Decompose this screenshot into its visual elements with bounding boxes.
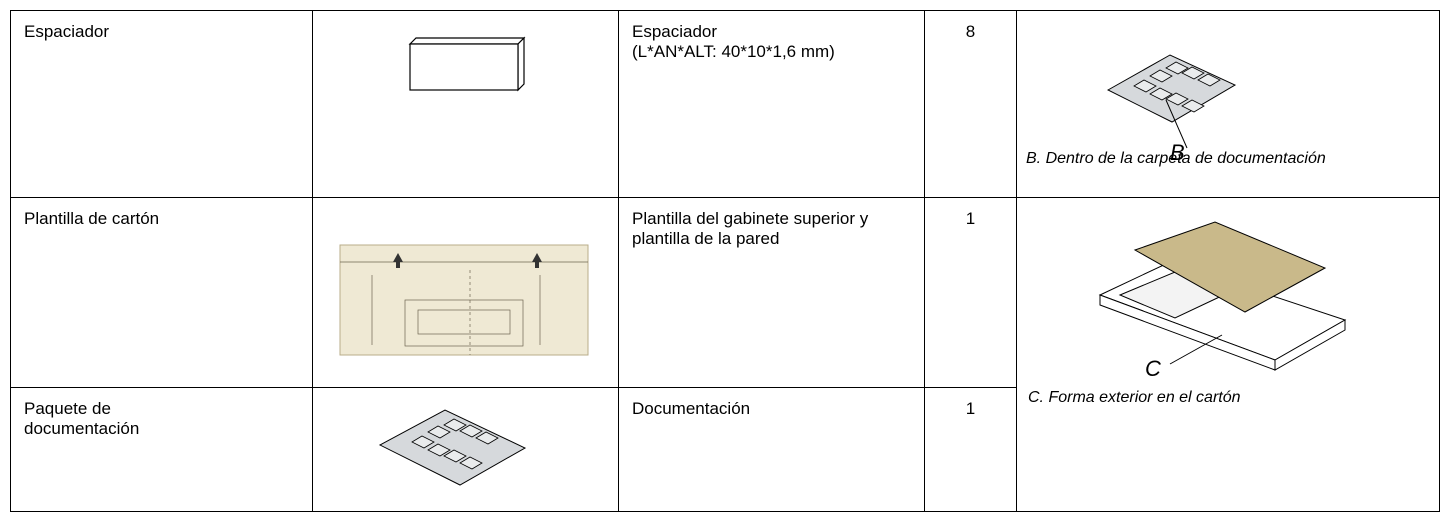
callout-letter: C: [1145, 356, 1161, 381]
image-cell: [312, 387, 619, 512]
quantity-cell: 8: [924, 10, 1017, 198]
name-cell: Plantilla de cartón: [10, 197, 313, 388]
text: Espaciador: [24, 22, 110, 41]
quantity-cell: 1: [924, 387, 1017, 512]
text: Espaciador: [632, 22, 718, 41]
quantity-cell: 1: [924, 197, 1017, 388]
text: 1: [965, 209, 976, 228]
caption: B. Dentro de la carpeta de documentación: [1026, 150, 1326, 167]
image-cell: [312, 197, 619, 388]
text: Plantilla del gabinete superior y planti…: [632, 209, 869, 248]
description-cell: Plantilla del gabinete superior y planti…: [618, 197, 925, 388]
caption: C. Forma exterior en el cartón: [1028, 389, 1241, 406]
description-cell: Espaciador (L*AN*ALT: 40*10*1,6 mm): [618, 10, 925, 198]
documentation-icon: [378, 409, 527, 486]
text: 1: [965, 399, 976, 418]
callout-letter: B: [1170, 140, 1185, 165]
spacer-icon: [408, 36, 526, 92]
text: Documentación: [632, 399, 751, 418]
template-icon: [339, 244, 589, 356]
documentation-icon: [1106, 54, 1237, 149]
name-cell: Espaciador: [10, 10, 313, 198]
image-cell: [312, 10, 619, 198]
text: (L*AN*ALT: 40*10*1,6 mm): [632, 42, 835, 61]
text: Paquete de documentación: [24, 399, 140, 438]
text: 8: [965, 22, 976, 41]
description-cell: Documentación: [618, 387, 925, 512]
location-cell: [1016, 10, 1440, 198]
location-cell: [1016, 197, 1440, 512]
text: Plantilla de cartón: [24, 209, 160, 228]
carton-icon: [1098, 221, 1347, 371]
name-cell: Paquete de documentación: [10, 387, 313, 512]
